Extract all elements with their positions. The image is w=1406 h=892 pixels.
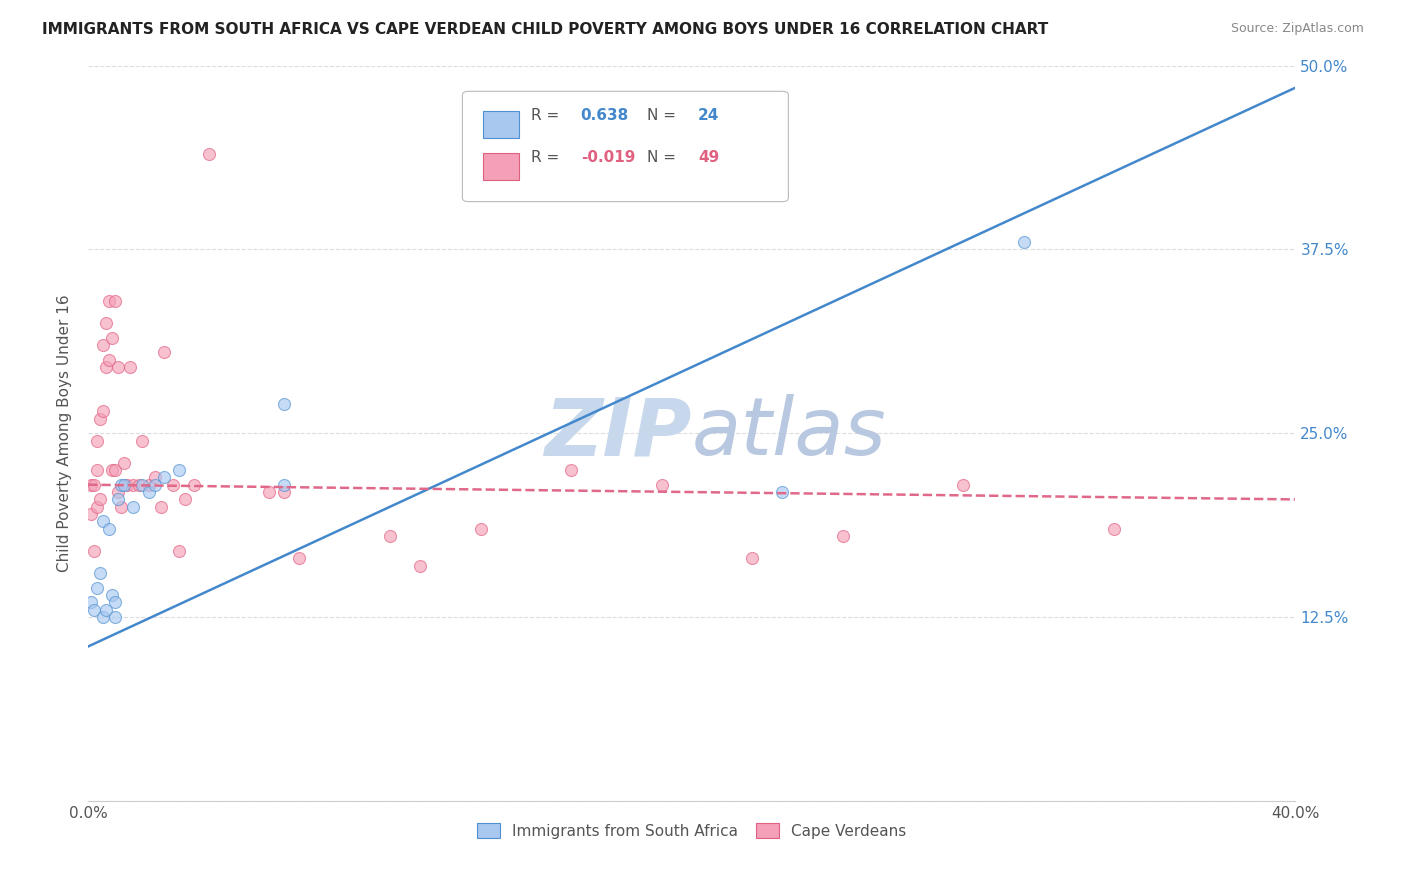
Legend: Immigrants from South Africa, Cape Verdeans: Immigrants from South Africa, Cape Verde… <box>471 817 912 845</box>
Point <box>110 477 132 491</box>
Point <box>138 477 160 491</box>
Point <box>112 477 135 491</box>
Point <box>173 492 195 507</box>
Point <box>288 551 311 566</box>
Text: N =: N = <box>647 150 681 165</box>
Point <box>273 477 295 491</box>
Point <box>86 463 108 477</box>
Point <box>257 485 280 500</box>
Point <box>651 477 673 491</box>
Text: 0.638: 0.638 <box>581 108 628 123</box>
Point <box>104 610 127 624</box>
Point <box>98 352 121 367</box>
Point <box>80 507 103 521</box>
Point <box>83 477 105 491</box>
Point <box>120 360 142 375</box>
Point <box>101 463 124 477</box>
Point <box>198 146 221 161</box>
Point <box>104 463 127 477</box>
Point <box>91 338 114 352</box>
Point <box>131 434 153 448</box>
Point <box>273 485 295 500</box>
Point <box>96 603 118 617</box>
Point <box>89 411 111 425</box>
Point <box>110 500 132 514</box>
Point <box>98 293 121 308</box>
Point <box>167 463 190 477</box>
Point <box>83 603 105 617</box>
Point <box>138 485 160 500</box>
Point <box>470 522 492 536</box>
Point <box>91 610 114 624</box>
Point <box>831 529 853 543</box>
Point <box>107 485 129 500</box>
Point <box>741 551 763 566</box>
Point <box>101 588 124 602</box>
Point <box>91 404 114 418</box>
Point <box>167 544 190 558</box>
Point <box>86 581 108 595</box>
Point <box>107 360 129 375</box>
Point <box>273 397 295 411</box>
Point <box>409 558 432 573</box>
Point <box>101 331 124 345</box>
Point <box>83 544 105 558</box>
Point <box>112 456 135 470</box>
Point <box>560 463 582 477</box>
Point <box>86 434 108 448</box>
FancyBboxPatch shape <box>482 112 519 137</box>
Text: 49: 49 <box>697 150 718 165</box>
Point <box>98 522 121 536</box>
Point <box>1104 522 1126 536</box>
Point <box>80 477 103 491</box>
FancyBboxPatch shape <box>482 153 519 179</box>
Text: IMMIGRANTS FROM SOUTH AFRICA VS CAPE VERDEAN CHILD POVERTY AMONG BOYS UNDER 16 C: IMMIGRANTS FROM SOUTH AFRICA VS CAPE VER… <box>42 22 1049 37</box>
Point <box>378 529 401 543</box>
Text: ZIP: ZIP <box>544 394 692 472</box>
Point <box>149 500 172 514</box>
Point <box>152 345 174 359</box>
Point <box>80 595 103 609</box>
Text: N =: N = <box>647 108 681 123</box>
Text: atlas: atlas <box>692 394 887 472</box>
Point <box>143 477 166 491</box>
Point <box>91 515 114 529</box>
Point <box>152 470 174 484</box>
Point <box>89 566 111 580</box>
Point <box>1012 235 1035 249</box>
Point <box>143 470 166 484</box>
Point <box>128 477 150 491</box>
Text: 24: 24 <box>697 108 720 123</box>
Point <box>183 477 205 491</box>
Point <box>952 477 974 491</box>
Point <box>96 316 118 330</box>
Y-axis label: Child Poverty Among Boys Under 16: Child Poverty Among Boys Under 16 <box>58 294 72 572</box>
Point <box>122 500 145 514</box>
Point <box>104 595 127 609</box>
Point <box>162 477 184 491</box>
Point <box>86 500 108 514</box>
Text: R =: R = <box>531 108 564 123</box>
Point <box>117 477 139 491</box>
Text: -0.019: -0.019 <box>581 150 636 165</box>
Text: R =: R = <box>531 150 564 165</box>
Point <box>104 293 127 308</box>
Point <box>89 492 111 507</box>
Point <box>122 477 145 491</box>
Text: Source: ZipAtlas.com: Source: ZipAtlas.com <box>1230 22 1364 36</box>
Point <box>96 360 118 375</box>
Point <box>131 477 153 491</box>
Point <box>770 485 793 500</box>
Point <box>107 492 129 507</box>
FancyBboxPatch shape <box>463 91 789 202</box>
